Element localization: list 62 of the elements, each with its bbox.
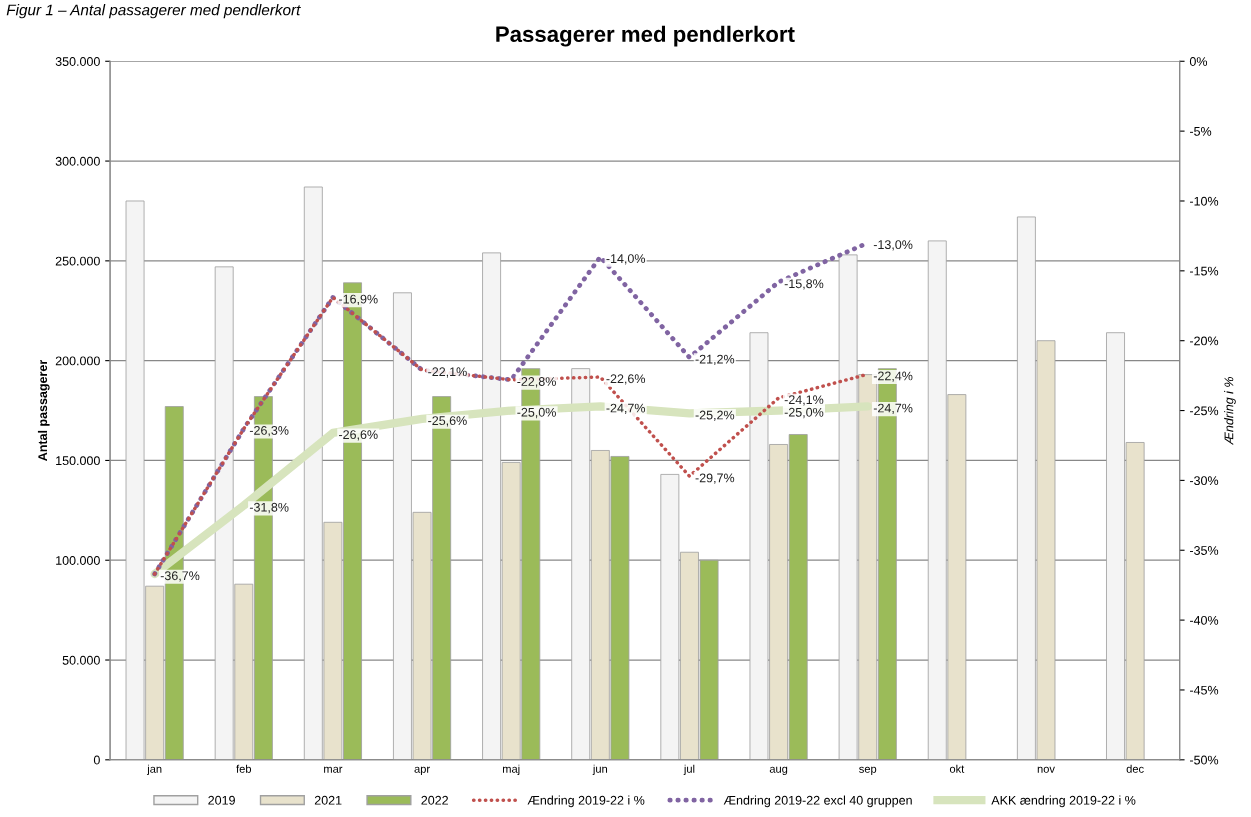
y-tick-label: 350.000 xyxy=(55,57,100,66)
y2-tick-label: -10% xyxy=(1189,196,1219,206)
y2-axis-title: Ændring i % xyxy=(1224,377,1236,446)
legend-label: 2022 xyxy=(421,795,448,805)
data-label: -25,6% xyxy=(428,416,467,427)
y2-tick-label: -20% xyxy=(1189,336,1219,346)
x-tick-label: maj xyxy=(502,764,520,776)
x-tick-label: jun xyxy=(592,764,608,776)
y2-tick-label: -35% xyxy=(1189,546,1219,555)
y-tick-label: 50.000 xyxy=(62,655,100,665)
data-label: -24,7% xyxy=(606,403,646,414)
legend-label: Ændring 2019-22 i % xyxy=(527,795,645,808)
y-tick-label: 100.000 xyxy=(56,556,100,565)
y-tick-label: 300.000 xyxy=(55,156,100,166)
legend-label: Ændring 2019-22 excl 40 gruppen xyxy=(723,795,912,808)
y-tick-label: 150.000 xyxy=(56,456,100,466)
data-label: -24,1% xyxy=(784,395,824,406)
x-tick-label: apr xyxy=(414,766,430,776)
text: Figur 1 – Antal passagerer med pendlerkort xyxy=(6,4,301,19)
x-tick-label: feb xyxy=(236,764,252,773)
data-label: -26,6% xyxy=(339,430,378,441)
x-tick-label: sep xyxy=(859,766,877,776)
data-label: -29,7% xyxy=(695,473,735,484)
legend-label: AKK ændring 2019-22 i % xyxy=(991,795,1136,808)
y2-tick-label: -15% xyxy=(1189,266,1219,276)
x-tick-label: okt xyxy=(949,764,965,773)
data-label: -31,8% xyxy=(249,502,289,514)
y-tick-label: 250.000 xyxy=(55,256,100,266)
chart-title: Passagerer med pendlerkort xyxy=(496,25,795,47)
y-tick-label: 200.000 xyxy=(55,356,100,366)
x-tick-label: aug xyxy=(769,766,788,776)
data-label: -22,6% xyxy=(606,374,646,385)
x-tick-label: mar xyxy=(324,766,343,773)
y2-tick-label: -40% xyxy=(1189,615,1219,625)
data-label: -15,8% xyxy=(784,279,824,290)
data-label: -22,4% xyxy=(873,371,913,382)
data-label: -21,2% xyxy=(695,354,735,366)
data-label: -25,2% xyxy=(695,410,735,421)
y-tick-label: 0 xyxy=(93,755,100,765)
legend-label: 2019 xyxy=(208,795,235,805)
y2-tick-label: -25% xyxy=(1189,406,1219,416)
x-tick-label: jul xyxy=(683,764,695,776)
y2-tick-label: -30% xyxy=(1189,476,1219,486)
y2-tick-label: -45% xyxy=(1189,685,1219,695)
data-label: -36,7% xyxy=(160,571,200,582)
data-label: -14,0% xyxy=(606,254,646,265)
data-label: -26,3% xyxy=(249,425,289,437)
legend-label: 2021 xyxy=(314,795,342,805)
y2-tick-label: 0% xyxy=(1189,57,1208,66)
data-label: -25,0% xyxy=(784,407,824,419)
y2-tick-label: -5% xyxy=(1189,126,1212,136)
data-label: -16,9% xyxy=(339,294,378,305)
data-label: -24,7% xyxy=(873,403,913,414)
x-tick-label: nov xyxy=(1037,766,1055,773)
x-tick-label: jan xyxy=(146,764,162,776)
data-label: -13,0% xyxy=(873,240,913,251)
y2-tick-label: -50% xyxy=(1189,755,1219,765)
data-label: -25,0% xyxy=(517,407,556,419)
x-tick-label: dec xyxy=(1126,764,1144,773)
y-axis-title: Antal passagerer xyxy=(37,360,50,461)
data-label: -22,8% xyxy=(517,377,556,388)
data-label: -22,1% xyxy=(428,367,467,378)
